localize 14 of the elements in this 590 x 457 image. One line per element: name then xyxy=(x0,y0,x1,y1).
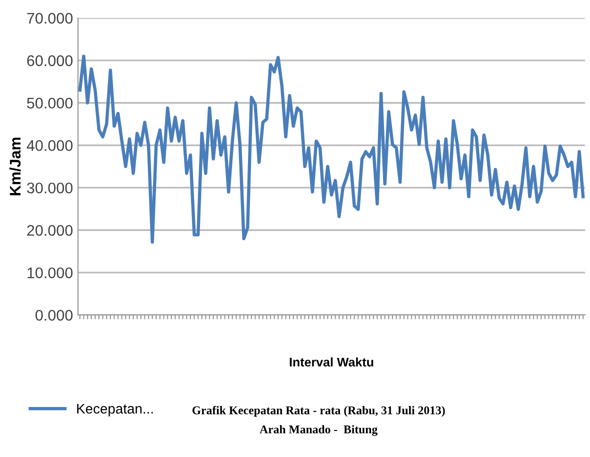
y-axis-title: Km/Jam xyxy=(9,138,21,196)
y-tick-label: 20.000 xyxy=(27,225,73,236)
y-tick-label: 70.000 xyxy=(27,12,73,24)
y-tick-label: 10.000 xyxy=(28,267,73,278)
text: Grafik Kecepatan Rata - rata (Rabu, 31 Juli 2013) xyxy=(192,406,445,417)
y-tick-label: 50.000 xyxy=(27,98,73,109)
legend-label: Kecepatan... xyxy=(77,404,153,416)
y-tick-label: 0.000 xyxy=(36,310,73,321)
y-tick-label: 40.000 xyxy=(26,140,73,151)
text: Arah Manado - Bitung xyxy=(260,425,378,436)
line-series xyxy=(78,54,585,244)
y-tick-label: 60.000 xyxy=(27,55,73,66)
x-axis-title: Interval Waktu xyxy=(290,357,374,367)
y-tick-label: 30.000 xyxy=(27,182,73,194)
